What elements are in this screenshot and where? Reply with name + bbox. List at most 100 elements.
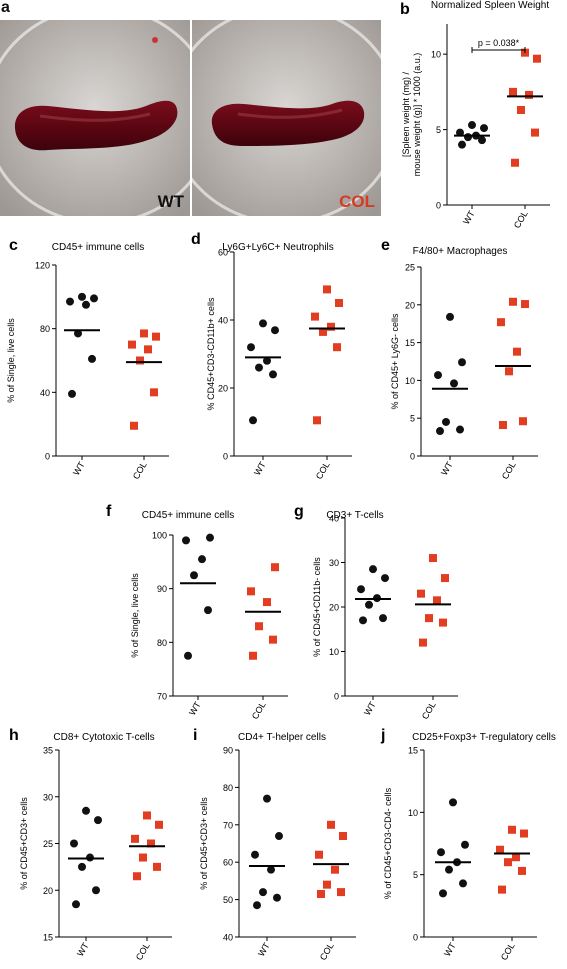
y-tick-label-f: 90 bbox=[157, 584, 167, 594]
data-point-wt-i bbox=[267, 865, 275, 874]
y-tick-label-j: 10 bbox=[408, 808, 418, 818]
data-point-col-j bbox=[504, 858, 512, 867]
data-point-wt-i bbox=[253, 901, 261, 910]
chart-e: e F4/80+ Macrophages 0 5 10 15 20 25 % of CD45+ … bbox=[381, 237, 538, 481]
photo-wt-label: WT bbox=[157, 192, 184, 211]
chart-title-d: Ly6G+Ly6C+ Neutrophils bbox=[222, 242, 334, 253]
data-point-col-b bbox=[509, 87, 517, 96]
chart-title-b: Normalized Spleen Weight bbox=[431, 0, 549, 11]
y-tick-label-i: 60 bbox=[223, 858, 233, 868]
y-tick-label-h: 20 bbox=[43, 886, 53, 896]
y-axis-label-b: [Spleen weight (mg) /mouse weight (g)] *… bbox=[401, 53, 422, 177]
panel-letter-d: d bbox=[191, 231, 201, 248]
data-point-col-i bbox=[337, 888, 345, 897]
y-axis-label-i: % of CD45+CD3+ cells bbox=[199, 797, 209, 890]
data-point-wt-c bbox=[66, 297, 74, 306]
data-point-col-h bbox=[147, 839, 155, 848]
data-point-col-i bbox=[331, 865, 339, 874]
data-point-col-j bbox=[520, 829, 528, 838]
data-point-wt-g bbox=[365, 600, 373, 609]
data-point-wt-h bbox=[94, 816, 102, 825]
data-point-col-d bbox=[335, 299, 343, 307]
data-point-col-h bbox=[139, 853, 147, 862]
spleen-col-image bbox=[192, 20, 381, 216]
y-axis-label-c: % of Single, live cells bbox=[6, 318, 16, 403]
panel-letter-c: c bbox=[9, 237, 18, 254]
y-tick-label-d: 0 bbox=[223, 452, 228, 462]
x-tick-label-b: COL bbox=[512, 209, 530, 230]
data-point-wt-c bbox=[74, 329, 82, 338]
y-tick-label-h: 25 bbox=[43, 839, 53, 849]
y-tick-label-g: 10 bbox=[329, 647, 339, 657]
data-point-wt-b bbox=[480, 124, 488, 133]
y-tick-label-c: 0 bbox=[45, 452, 50, 462]
y-tick-label-h: 35 bbox=[43, 746, 53, 756]
y-tick-label-e: 20 bbox=[405, 300, 415, 310]
data-point-wt-j bbox=[449, 798, 457, 807]
panel-letter-j: j bbox=[380, 727, 385, 744]
data-point-wt-j bbox=[437, 848, 445, 857]
data-point-col-c bbox=[130, 421, 138, 430]
data-point-col-f bbox=[247, 587, 255, 596]
data-point-wt-f bbox=[204, 606, 212, 615]
x-tick-label-j: COL bbox=[499, 941, 517, 962]
photo-col-label: COL bbox=[339, 192, 375, 211]
data-point-col-d bbox=[319, 327, 327, 336]
data-point-wt-d bbox=[269, 370, 277, 379]
chart-title-g: CD3+ T-cells bbox=[326, 510, 383, 521]
data-point-col-b bbox=[533, 54, 541, 63]
y-axis-label-j: % of CD45+CD3-CD4- cells bbox=[383, 787, 393, 899]
y-axis-label-h: % of CD45+CD3+ cells bbox=[19, 797, 29, 890]
data-point-wt-d bbox=[247, 343, 255, 352]
y-tick-label-d: 20 bbox=[218, 384, 228, 394]
data-point-col-f bbox=[255, 622, 263, 631]
data-point-wt-i bbox=[275, 832, 283, 841]
y-tick-label-c: 120 bbox=[35, 261, 50, 271]
data-point-col-b bbox=[525, 90, 533, 99]
data-point-col-j bbox=[498, 885, 506, 894]
data-point-wt-h bbox=[78, 862, 86, 871]
chart-f: f CD45+ immune cells 70 80 90 100 % of Single,… bbox=[106, 503, 288, 721]
data-point-wt-b bbox=[458, 140, 466, 149]
data-point-col-f bbox=[263, 598, 271, 607]
y-tick-label-e: 10 bbox=[405, 376, 415, 386]
x-tick-label-c: COL bbox=[131, 460, 149, 481]
data-point-col-g bbox=[419, 638, 427, 647]
data-point-wt-e bbox=[450, 379, 458, 388]
data-point-col-c bbox=[140, 329, 148, 338]
data-point-col-g bbox=[429, 554, 437, 563]
y-tick-label-h: 30 bbox=[43, 792, 53, 802]
data-point-col-e bbox=[521, 300, 529, 309]
panel-letter-i: i bbox=[193, 727, 197, 744]
data-point-wt-h bbox=[72, 900, 80, 909]
y-tick-label-b: 0 bbox=[436, 201, 441, 211]
data-point-col-i bbox=[339, 832, 347, 841]
data-point-wt-h bbox=[92, 886, 100, 895]
data-point-col-c bbox=[128, 340, 136, 349]
data-point-wt-e bbox=[456, 425, 464, 434]
data-point-wt-f bbox=[198, 555, 206, 564]
data-point-wt-i bbox=[273, 893, 281, 902]
data-point-wt-e bbox=[436, 427, 444, 436]
y-tick-label-g: 40 bbox=[329, 514, 339, 524]
y-axis-label-d: % CD45+CD3-CD11b+ cells bbox=[206, 297, 216, 410]
photo-col: COL bbox=[192, 20, 381, 216]
y-tick-label-g: 20 bbox=[329, 603, 339, 613]
data-point-wt-b bbox=[478, 136, 486, 145]
chart-g: g CD3+ T-cells 0 10 20 30 40 % of CD45+CD11b- c… bbox=[294, 503, 458, 721]
chart-h: h CD8+ Cytotoxic T-cells 15 20 25 30 35 % of CD… bbox=[9, 727, 172, 962]
x-tick-label-i: COL bbox=[318, 941, 336, 962]
y-tick-label-h: 15 bbox=[43, 933, 53, 943]
data-point-wt-d bbox=[263, 356, 271, 365]
data-point-wt-i bbox=[259, 888, 267, 897]
x-tick-label-b: WT bbox=[461, 209, 477, 227]
data-point-col-e bbox=[513, 347, 521, 356]
x-tick-label-d: COL bbox=[314, 460, 332, 481]
data-point-wt-e bbox=[442, 417, 450, 426]
data-point-wt-e bbox=[434, 371, 442, 380]
data-point-col-d bbox=[313, 416, 321, 425]
y-tick-label-b: 5 bbox=[436, 125, 441, 135]
data-point-col-f bbox=[269, 635, 277, 644]
y-tick-label-e: 15 bbox=[405, 338, 415, 348]
data-point-col-b bbox=[517, 105, 525, 114]
